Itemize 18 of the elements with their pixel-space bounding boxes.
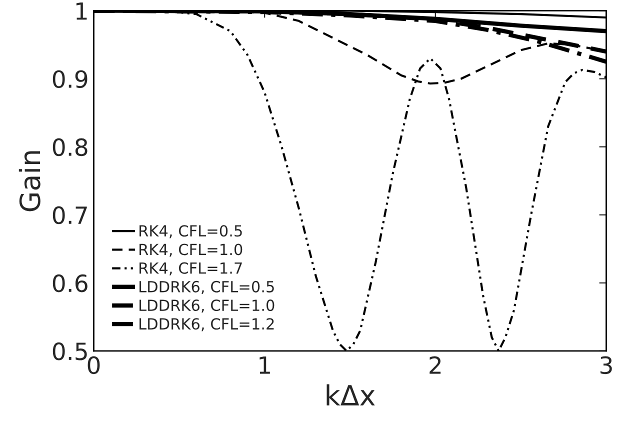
y-tick-label: 1	[76, 2, 87, 20]
y-tick-label: 0.8	[52, 138, 88, 156]
y-tick-label: 0.5	[52, 342, 87, 360]
legend-label: LDDRK6, CFL=1.0	[140, 300, 274, 313]
x-tick-label: 0	[88, 356, 100, 374]
legend-label: RK4, CFL=0.5	[140, 225, 242, 238]
x-tick-label: 1	[260, 356, 270, 374]
x-tick-label: 2	[430, 356, 441, 374]
legend-label: LDDRK6, CFL=1.2	[140, 318, 274, 332]
x-axis-title: kΔx	[326, 384, 375, 406]
y-tick-label: 0.6	[52, 274, 88, 292]
legend-label: RK4, CFL=1.0	[140, 244, 242, 257]
y-tick-label: 0.9	[52, 70, 88, 88]
y-tick-label: 0.7	[52, 206, 87, 224]
x-tick-label: 3	[600, 356, 612, 374]
legend-label: RK4, CFL=1.7	[140, 262, 242, 276]
legend-label: LDDRK6, CFL=0.5	[140, 280, 274, 294]
y-axis-title: Gain	[18, 151, 40, 212]
